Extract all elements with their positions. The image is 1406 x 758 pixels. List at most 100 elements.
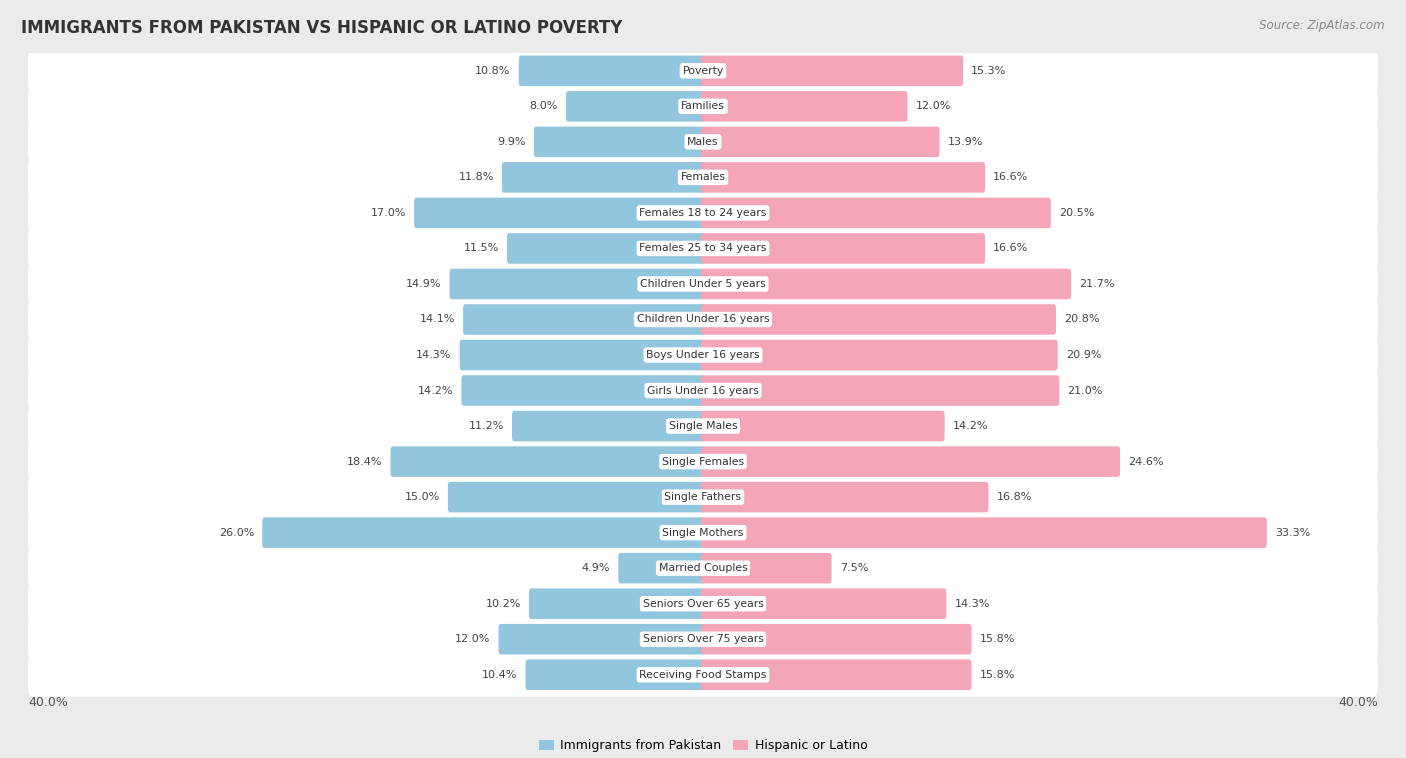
FancyBboxPatch shape: [702, 91, 907, 121]
Text: IMMIGRANTS FROM PAKISTAN VS HISPANIC OR LATINO POVERTY: IMMIGRANTS FROM PAKISTAN VS HISPANIC OR …: [21, 19, 623, 37]
FancyBboxPatch shape: [28, 297, 1378, 342]
Text: Families: Families: [681, 102, 725, 111]
FancyBboxPatch shape: [702, 624, 972, 654]
FancyBboxPatch shape: [28, 440, 1378, 484]
Text: 17.0%: 17.0%: [371, 208, 406, 218]
FancyBboxPatch shape: [28, 333, 1378, 377]
Text: 33.3%: 33.3%: [1275, 528, 1310, 537]
Text: 12.0%: 12.0%: [915, 102, 950, 111]
FancyBboxPatch shape: [502, 162, 704, 193]
Text: Married Couples: Married Couples: [658, 563, 748, 573]
FancyBboxPatch shape: [702, 588, 946, 619]
FancyBboxPatch shape: [28, 155, 1378, 199]
Text: Children Under 16 years: Children Under 16 years: [637, 315, 769, 324]
FancyBboxPatch shape: [28, 49, 1378, 92]
Text: Single Females: Single Females: [662, 456, 744, 467]
Text: 10.4%: 10.4%: [482, 670, 517, 680]
Text: 15.0%: 15.0%: [405, 492, 440, 502]
Text: Poverty: Poverty: [682, 66, 724, 76]
Text: 20.9%: 20.9%: [1066, 350, 1101, 360]
FancyBboxPatch shape: [526, 659, 704, 690]
FancyBboxPatch shape: [28, 84, 1378, 128]
Text: Single Males: Single Males: [669, 421, 737, 431]
Text: 15.8%: 15.8%: [980, 634, 1015, 644]
Text: 40.0%: 40.0%: [1339, 696, 1378, 709]
FancyBboxPatch shape: [702, 482, 988, 512]
FancyBboxPatch shape: [702, 268, 1071, 299]
Text: Males: Males: [688, 137, 718, 147]
Text: Seniors Over 75 years: Seniors Over 75 years: [643, 634, 763, 644]
FancyBboxPatch shape: [512, 411, 704, 441]
Text: 14.9%: 14.9%: [406, 279, 441, 289]
Text: 14.2%: 14.2%: [418, 386, 453, 396]
FancyBboxPatch shape: [567, 91, 704, 121]
Text: 7.5%: 7.5%: [839, 563, 868, 573]
FancyBboxPatch shape: [28, 368, 1378, 412]
Text: 16.6%: 16.6%: [993, 243, 1028, 253]
Text: 4.9%: 4.9%: [582, 563, 610, 573]
FancyBboxPatch shape: [702, 55, 963, 86]
Text: Boys Under 16 years: Boys Under 16 years: [647, 350, 759, 360]
FancyBboxPatch shape: [702, 127, 939, 157]
Text: 40.0%: 40.0%: [28, 696, 67, 709]
Text: 16.6%: 16.6%: [993, 172, 1028, 183]
Text: Single Mothers: Single Mothers: [662, 528, 744, 537]
Text: 14.1%: 14.1%: [419, 315, 456, 324]
Text: 24.6%: 24.6%: [1128, 456, 1164, 467]
FancyBboxPatch shape: [702, 375, 1059, 406]
FancyBboxPatch shape: [529, 588, 704, 619]
FancyBboxPatch shape: [702, 446, 1121, 477]
Text: 14.2%: 14.2%: [953, 421, 988, 431]
FancyBboxPatch shape: [702, 162, 986, 193]
FancyBboxPatch shape: [702, 411, 945, 441]
FancyBboxPatch shape: [28, 511, 1378, 555]
FancyBboxPatch shape: [508, 233, 704, 264]
FancyBboxPatch shape: [28, 617, 1378, 661]
Text: 9.9%: 9.9%: [498, 137, 526, 147]
Text: 21.0%: 21.0%: [1067, 386, 1102, 396]
Text: Single Fathers: Single Fathers: [665, 492, 741, 502]
Text: 26.0%: 26.0%: [219, 528, 254, 537]
FancyBboxPatch shape: [449, 482, 704, 512]
FancyBboxPatch shape: [463, 304, 704, 335]
FancyBboxPatch shape: [263, 518, 704, 548]
Text: 14.3%: 14.3%: [416, 350, 451, 360]
FancyBboxPatch shape: [28, 653, 1378, 697]
FancyBboxPatch shape: [702, 233, 986, 264]
FancyBboxPatch shape: [415, 198, 704, 228]
Text: 16.8%: 16.8%: [997, 492, 1032, 502]
FancyBboxPatch shape: [391, 446, 704, 477]
Text: 14.3%: 14.3%: [955, 599, 990, 609]
Text: Source: ZipAtlas.com: Source: ZipAtlas.com: [1260, 19, 1385, 32]
Text: 13.9%: 13.9%: [948, 137, 983, 147]
FancyBboxPatch shape: [702, 518, 1267, 548]
Text: 21.7%: 21.7%: [1080, 279, 1115, 289]
FancyBboxPatch shape: [702, 304, 1056, 335]
FancyBboxPatch shape: [702, 340, 1057, 371]
FancyBboxPatch shape: [461, 375, 704, 406]
Text: 11.8%: 11.8%: [458, 172, 494, 183]
FancyBboxPatch shape: [28, 191, 1378, 235]
Text: 20.5%: 20.5%: [1059, 208, 1094, 218]
FancyBboxPatch shape: [460, 340, 704, 371]
FancyBboxPatch shape: [450, 268, 704, 299]
FancyBboxPatch shape: [519, 55, 704, 86]
Text: 11.2%: 11.2%: [468, 421, 503, 431]
Text: 15.3%: 15.3%: [972, 66, 1007, 76]
Text: Receiving Food Stamps: Receiving Food Stamps: [640, 670, 766, 680]
FancyBboxPatch shape: [499, 624, 704, 654]
Text: 12.0%: 12.0%: [456, 634, 491, 644]
FancyBboxPatch shape: [534, 127, 704, 157]
Text: 10.8%: 10.8%: [475, 66, 510, 76]
FancyBboxPatch shape: [702, 198, 1050, 228]
Text: Females 25 to 34 years: Females 25 to 34 years: [640, 243, 766, 253]
FancyBboxPatch shape: [702, 553, 831, 584]
Text: 11.5%: 11.5%: [464, 243, 499, 253]
FancyBboxPatch shape: [702, 659, 972, 690]
FancyBboxPatch shape: [28, 404, 1378, 448]
FancyBboxPatch shape: [28, 262, 1378, 306]
Text: 20.8%: 20.8%: [1064, 315, 1099, 324]
FancyBboxPatch shape: [28, 547, 1378, 590]
Text: 10.2%: 10.2%: [485, 599, 520, 609]
Text: Girls Under 16 years: Girls Under 16 years: [647, 386, 759, 396]
